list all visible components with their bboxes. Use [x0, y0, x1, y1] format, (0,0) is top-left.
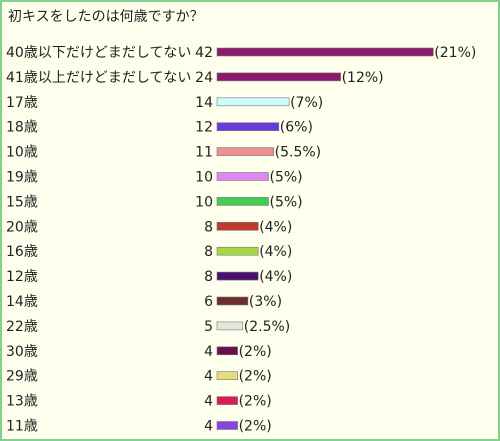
bar	[216, 396, 238, 405]
percent-label: (2%)	[239, 369, 272, 385]
bar	[216, 346, 238, 356]
percent-label: (2%)	[239, 344, 272, 360]
value-label: 4	[204, 419, 213, 435]
bar	[216, 371, 238, 381]
chart-title: 初キスをしたのは何歳ですか？	[8, 9, 204, 25]
bar	[216, 197, 269, 206]
percent-label: (21%)	[434, 45, 476, 61]
percent-label: (12%)	[342, 70, 384, 86]
category-label: 12歳	[6, 269, 38, 285]
value-label: 10	[195, 194, 213, 210]
percent-label: (7%)	[290, 95, 323, 111]
value-label: 24	[195, 70, 213, 86]
value-label: 6	[204, 294, 213, 310]
value-label: 8	[204, 269, 213, 285]
bar	[216, 122, 280, 131]
category-label: 20歳	[6, 219, 38, 235]
category-label: 19歳	[6, 170, 38, 186]
value-label: 4	[204, 394, 213, 410]
value-label: 8	[204, 219, 213, 235]
percent-label: (2%)	[239, 419, 272, 435]
bar	[216, 147, 274, 156]
category-label: 11歳	[6, 419, 38, 435]
percent-label: (6%)	[280, 120, 313, 136]
category-label: 15歳	[6, 194, 38, 210]
category-label: 10歳	[6, 145, 38, 161]
category-label: 14歳	[6, 294, 38, 310]
bar	[216, 222, 259, 231]
bar	[216, 271, 259, 281]
value-label: 4	[204, 344, 213, 360]
percent-label: (3%)	[249, 294, 282, 310]
bar	[216, 321, 244, 331]
value-label: 10	[195, 170, 213, 186]
bar	[216, 172, 269, 181]
category-label: 22歳	[6, 319, 38, 335]
bar	[216, 72, 341, 82]
value-label: 5	[204, 319, 213, 335]
value-label: 12	[195, 120, 213, 136]
category-label: 16歳	[6, 244, 38, 260]
percent-label: (2.5%)	[244, 319, 291, 335]
percent-label: (4%)	[259, 244, 292, 260]
percent-label: (2%)	[239, 394, 272, 410]
category-label: 30歳	[6, 344, 38, 360]
value-label: 4	[204, 369, 213, 385]
category-label: 29歳	[6, 369, 38, 385]
category-label: 41歳以上だけどまだしてない	[6, 70, 191, 86]
value-label: 14	[195, 95, 213, 111]
bar	[216, 246, 259, 256]
bar	[216, 296, 249, 306]
category-label: 17歳	[6, 95, 38, 111]
percent-label: (4%)	[259, 269, 292, 285]
percent-label: (5.5%)	[275, 145, 322, 161]
value-label: 42	[195, 45, 213, 61]
category-label: 40歳以下だけどまだしてない	[6, 45, 191, 61]
bar	[216, 421, 238, 430]
percent-label: (4%)	[259, 219, 292, 235]
bar	[216, 47, 434, 57]
percent-label: (5%)	[270, 194, 303, 210]
value-label: 11	[195, 145, 213, 161]
category-label: 18歳	[6, 120, 38, 136]
value-label: 8	[204, 244, 213, 260]
category-label: 13歳	[6, 394, 38, 410]
bar	[216, 97, 290, 107]
percent-label: (5%)	[270, 170, 303, 186]
